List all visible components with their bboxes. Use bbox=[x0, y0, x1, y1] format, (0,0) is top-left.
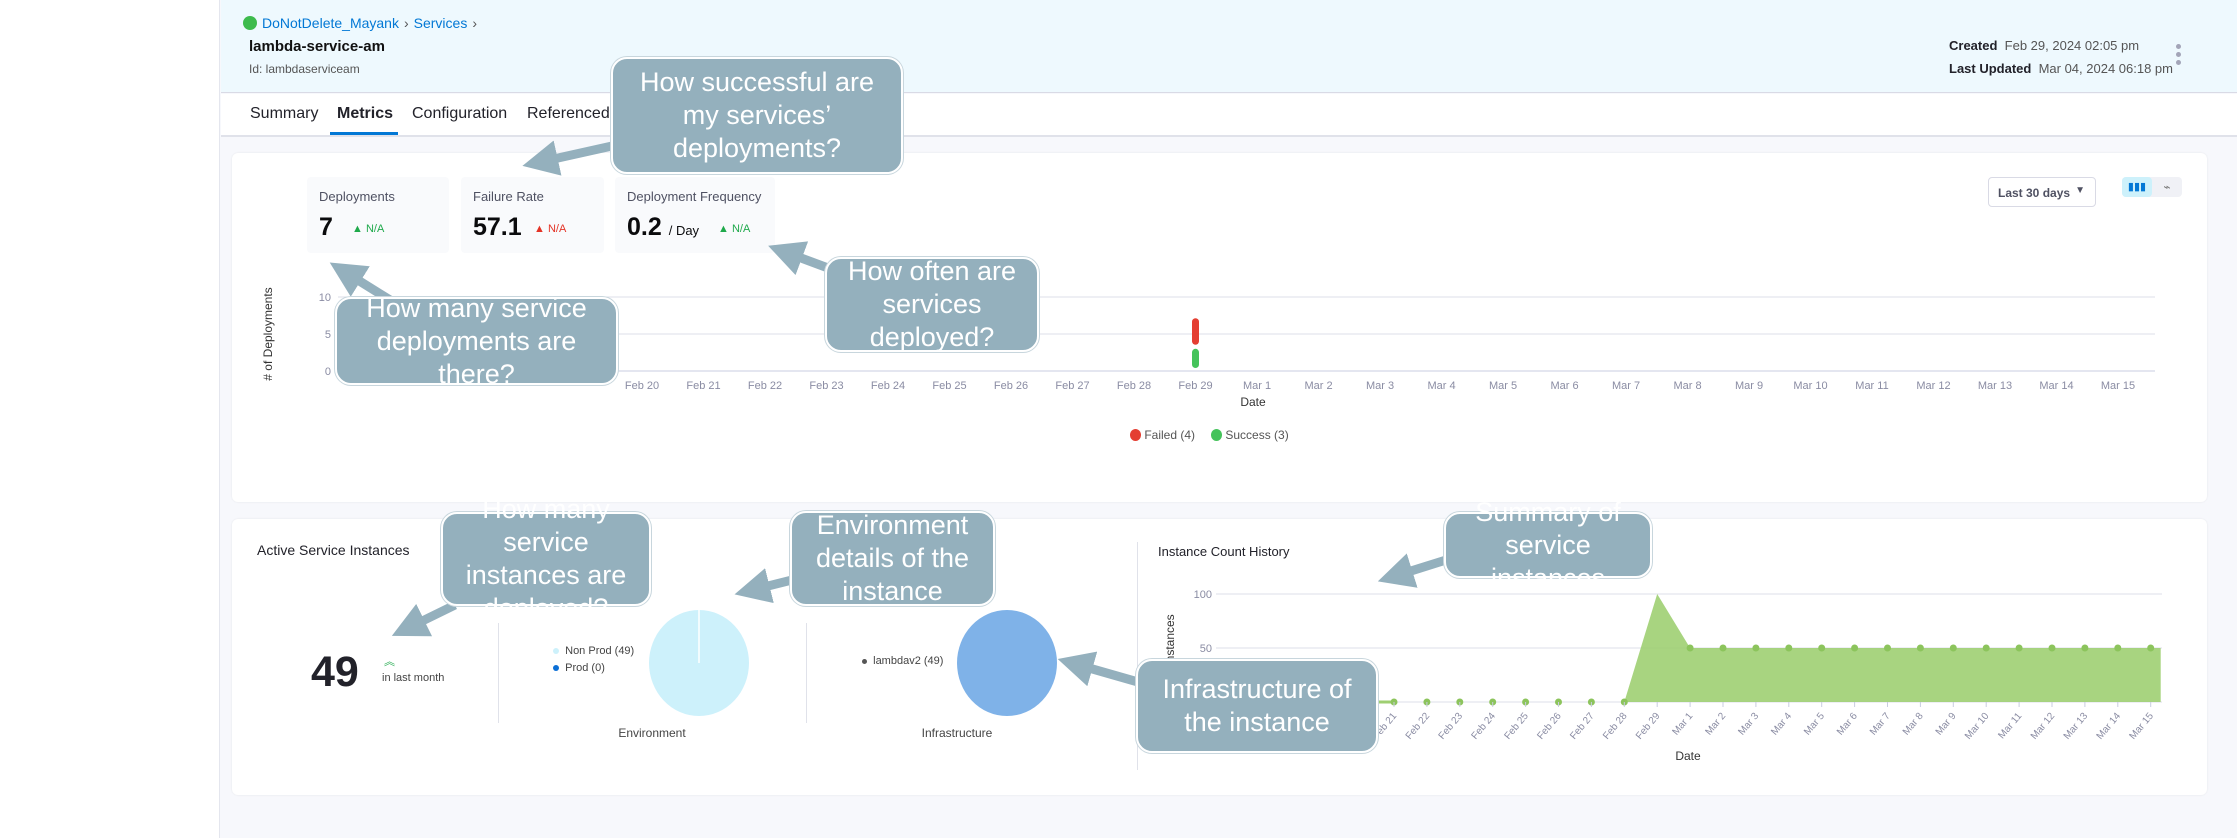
tab-bar: Summary Metrics Configuration Referenced bbox=[221, 94, 2237, 137]
line-chart-icon[interactable]: ⌁ bbox=[2163, 180, 2171, 194]
infrastructure-chart-title: Infrastructure bbox=[921, 726, 993, 740]
active-tab-indicator bbox=[330, 132, 398, 135]
y-axis-label: # of Deployments bbox=[261, 287, 275, 381]
stat-delta: ▲ N/A bbox=[718, 223, 751, 235]
callout-instance-count: How many service instances are deployed? bbox=[441, 494, 651, 623]
callout-deployment-count: How many service deployments are there? bbox=[335, 293, 618, 389]
service-id: Id: lambdaserviceam bbox=[249, 62, 360, 76]
created-value: Feb 29, 2024 02:05 pm bbox=[2004, 38, 2140, 53]
stat-value: 57.1 bbox=[473, 213, 522, 241]
active-instances-caption: in last month bbox=[382, 672, 445, 684]
project-icon bbox=[243, 16, 257, 30]
callout-deployment-success: How successful are my services’ deployme… bbox=[611, 57, 903, 174]
active-instances-count: 49 bbox=[311, 648, 359, 696]
chevron-right-icon: › bbox=[472, 15, 477, 31]
callout-infrastructure: Infrastructure of the instance bbox=[1136, 659, 1378, 753]
x-axis-label: Date bbox=[1240, 395, 1266, 409]
service-name: lambda-service-am bbox=[249, 38, 385, 55]
instance-history-title: Instance Count History bbox=[1158, 544, 1290, 559]
tab-summary[interactable]: Summary bbox=[250, 105, 319, 122]
breadcrumb: DoNotDelete_Mayank › Services › bbox=[243, 15, 477, 31]
legend-lambdav2: lambdav2 (49) bbox=[862, 655, 943, 667]
stat-deployment-frequency: Deployment Frequency 0.2 / Day ▲ N/A bbox=[615, 177, 775, 253]
environment-chart-title: Environment bbox=[618, 726, 686, 740]
callout-environment: Environment details of the instance bbox=[790, 510, 995, 606]
callout-instance-summary: Summary of service instances bbox=[1444, 497, 1652, 593]
caret-down-icon: ▼ bbox=[2075, 185, 2085, 196]
stat-label: Deployment Frequency bbox=[627, 189, 762, 204]
tab-metrics[interactable]: Metrics bbox=[337, 105, 394, 122]
stat-value: 0.2 / Day bbox=[627, 213, 700, 241]
divider bbox=[498, 623, 499, 723]
kebab-menu-icon[interactable] bbox=[2176, 44, 2184, 65]
chevron-right-icon: › bbox=[403, 15, 409, 31]
date-range-value: Last 30 days bbox=[1998, 186, 2071, 200]
instance-y-axis-label: Instances bbox=[1163, 614, 1177, 666]
active-instances-title: Active Service Instances bbox=[257, 542, 410, 558]
legend-success[interactable]: Success (3) bbox=[1211, 428, 1289, 442]
instance-x-axis-label: Date bbox=[1675, 749, 1701, 763]
stat-failure-rate: Failure Rate 57.1 ▲ N/A bbox=[461, 177, 604, 253]
legend-failed[interactable]: Failed (4) bbox=[1130, 428, 1195, 442]
chart-view-toggle: ▮▮▮ ⌁ bbox=[2122, 177, 2182, 197]
legend-prod: Prod (0) bbox=[553, 662, 605, 674]
updated-label: Last Updated bbox=[1949, 61, 2032, 76]
tab-referenced[interactable]: Referenced bbox=[527, 105, 610, 122]
updated-value: Mar 04, 2024 06:18 pm bbox=[2038, 61, 2173, 76]
stat-value: 7 bbox=[319, 213, 333, 241]
stat-label: Failure Rate bbox=[473, 189, 544, 204]
chart-legend: Failed (4) Success (3) bbox=[1130, 428, 1289, 442]
stat-delta: ▲ N/A bbox=[534, 223, 567, 235]
tab-configuration[interactable]: Configuration bbox=[412, 105, 508, 122]
callout-deployment-frequency: How often are services deployed? bbox=[825, 256, 1039, 352]
sidebar bbox=[0, 0, 220, 838]
stat-delta: ▲ N/A bbox=[352, 223, 385, 235]
bar-chart-icon[interactable]: ▮▮▮ bbox=[2122, 177, 2152, 197]
created-label: Created bbox=[1949, 38, 1998, 53]
divider bbox=[1137, 542, 1138, 770]
stat-deployments: Deployments 7 ▲ N/A bbox=[307, 177, 449, 253]
breadcrumb-services[interactable]: Services bbox=[413, 15, 468, 31]
legend-non-prod: Non Prod (49) bbox=[553, 645, 634, 657]
divider bbox=[806, 623, 807, 723]
page-header: DoNotDelete_Mayank › Services › lambda-s… bbox=[221, 0, 2237, 93]
double-chevron-up-icon: ︽ bbox=[384, 656, 395, 668]
breadcrumb-project[interactable]: DoNotDelete_Mayank bbox=[262, 15, 399, 31]
date-range-dropdown[interactable]: Last 30 days ▼ bbox=[1988, 177, 2096, 207]
stat-label: Deployments bbox=[319, 189, 395, 204]
